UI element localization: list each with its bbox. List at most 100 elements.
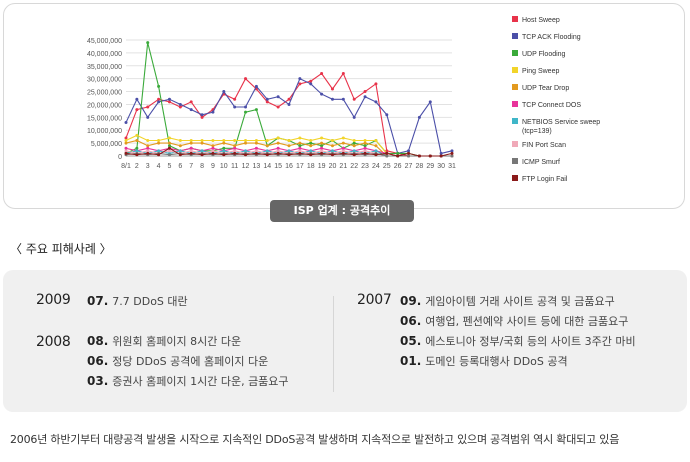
data-point: [124, 151, 128, 155]
data-point: [211, 146, 215, 150]
y-tick-label: 0: [118, 154, 122, 161]
legend-label: TCP ACK Flooding: [522, 34, 581, 41]
data-point: [428, 154, 432, 158]
legend-swatch: [512, 101, 518, 107]
case-month: 09.: [400, 294, 422, 308]
data-point: [146, 139, 150, 143]
x-tick-label: 27: [405, 163, 413, 170]
data-point: [157, 97, 161, 101]
data-point: [167, 141, 171, 145]
data-point: [287, 102, 291, 106]
data-point: [287, 144, 291, 148]
data-point: [135, 139, 139, 143]
data-point: [276, 136, 280, 140]
data-point: [167, 97, 171, 101]
data-point: [341, 72, 345, 76]
data-point: [222, 90, 226, 94]
case-text: 증권사 홈페이지 1시간 다운, 금품요구: [112, 375, 289, 388]
x-tick-label: 4: [157, 163, 161, 170]
year-2007: 2007: [357, 292, 392, 308]
data-point: [146, 144, 150, 148]
case-item: 06. 정당 DDoS 공격에 홈페이지 다운: [87, 353, 268, 369]
legend-label: FTP Login Fail: [522, 176, 568, 183]
data-point: [254, 84, 258, 88]
case-text: 정당 DDoS 공격에 홈페이지 다운: [112, 355, 269, 368]
data-point: [276, 95, 280, 99]
data-point: [287, 153, 291, 157]
case-month: 01.: [400, 354, 422, 368]
data-point: [341, 151, 345, 155]
data-point: [439, 154, 443, 158]
legend-label: NETBIOS Service sweep (tcp=139): [522, 119, 600, 135]
data-point: [309, 149, 313, 153]
data-point: [363, 141, 367, 145]
x-tick-label: 7: [189, 163, 193, 170]
data-point: [320, 144, 324, 148]
data-point: [352, 97, 356, 101]
data-point: [244, 77, 248, 81]
data-point: [254, 151, 258, 155]
data-point: [178, 105, 182, 109]
year-2008: 2008: [36, 334, 71, 350]
data-point: [309, 82, 313, 86]
data-point: [330, 144, 334, 148]
y-tick-label: 20,000,000: [87, 102, 122, 109]
data-point: [374, 144, 378, 148]
data-point: [124, 139, 128, 143]
data-point: [265, 97, 269, 101]
data-point: [233, 149, 237, 153]
x-tick-label: 2: [135, 163, 139, 170]
data-point: [124, 120, 128, 124]
y-tick-label: 40,000,000: [87, 51, 122, 58]
legend-label: ICMP Smurf: [522, 159, 560, 166]
y-tick-label: 10,000,000: [87, 128, 122, 135]
y-tick-label: 30,000,000: [87, 77, 122, 84]
data-point: [222, 146, 226, 150]
data-point: [167, 100, 171, 104]
x-tick-label: 23: [361, 163, 369, 170]
data-point: [189, 139, 193, 143]
x-tick-label: 26: [394, 163, 402, 170]
data-point: [363, 95, 367, 99]
y-tick-label: 15,000,000: [87, 115, 122, 122]
data-point: [135, 133, 139, 137]
data-point: [341, 146, 345, 150]
x-tick-label: 9: [211, 163, 215, 170]
data-point: [233, 105, 237, 109]
data-point: [385, 154, 389, 158]
data-point: [222, 149, 226, 153]
data-point: [211, 139, 215, 143]
data-point: [167, 136, 171, 140]
legend-swatch: [512, 16, 518, 22]
data-point: [417, 154, 421, 158]
data-point: [157, 141, 161, 145]
x-tick-label: 13: [253, 163, 261, 170]
data-point: [157, 153, 161, 157]
x-tick-label: 8: [200, 163, 204, 170]
data-point: [396, 151, 400, 155]
data-point: [287, 139, 291, 143]
x-tick-label: 10: [220, 163, 228, 170]
data-point: [211, 144, 215, 148]
data-point: [309, 153, 313, 157]
data-point: [178, 144, 182, 148]
data-point: [135, 97, 139, 101]
data-point: [352, 115, 356, 119]
data-point: [222, 139, 226, 143]
data-point: [211, 151, 215, 155]
data-point: [341, 97, 345, 101]
data-point: [233, 151, 237, 155]
case-item: 06. 여행업, 펜션예약 사이트 등에 대한 금품요구: [400, 313, 628, 329]
data-point: [244, 153, 248, 157]
case-item: 01. 도메인 등록대행사 DDoS 공격: [400, 353, 568, 369]
data-point: [146, 115, 150, 119]
legend-swatch: [512, 67, 518, 73]
data-point: [254, 149, 258, 153]
attack-trend-chart: 0 5,000,000 10,000,000 15,000,000 20,000,000…: [87, 16, 600, 183]
data-point: [146, 146, 150, 150]
data-point: [276, 105, 280, 109]
data-point: [309, 79, 313, 83]
data-point: [200, 149, 204, 153]
data-point: [352, 149, 356, 153]
data-point: [167, 149, 171, 153]
